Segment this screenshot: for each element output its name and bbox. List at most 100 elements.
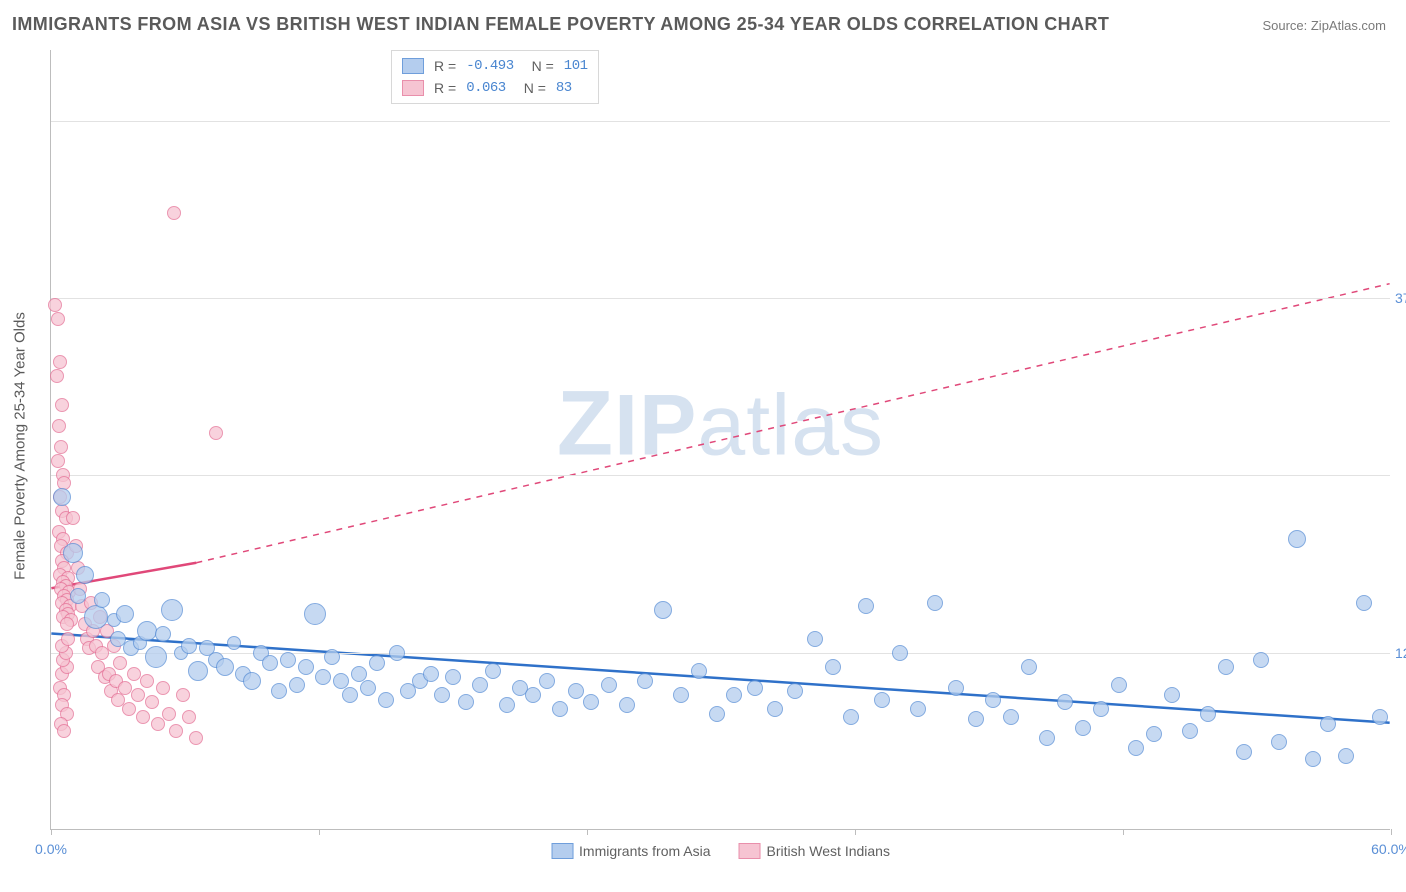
data-point — [858, 598, 874, 614]
data-point — [52, 419, 66, 433]
data-point — [48, 298, 62, 312]
data-point — [1253, 652, 1269, 668]
data-point — [289, 677, 305, 693]
data-point — [637, 673, 653, 689]
data-point — [843, 709, 859, 725]
data-point — [1057, 694, 1073, 710]
data-point — [182, 710, 196, 724]
data-point — [324, 649, 340, 665]
legend-stat-row: R = 0.063N = 83 — [402, 77, 588, 99]
r-label: R = — [434, 55, 456, 77]
data-point — [539, 673, 555, 689]
data-point — [94, 592, 110, 608]
legend-series-label: British West Indians — [767, 843, 890, 859]
data-point — [1003, 709, 1019, 725]
data-point — [50, 369, 64, 383]
data-point — [654, 601, 672, 619]
data-point — [1182, 723, 1198, 739]
data-point — [434, 687, 450, 703]
data-point — [445, 669, 461, 685]
x-tick — [1391, 829, 1392, 835]
data-point — [53, 355, 67, 369]
data-point — [118, 681, 132, 695]
data-point — [53, 488, 71, 506]
source-name: ZipAtlas.com — [1311, 18, 1386, 33]
data-point — [188, 661, 208, 681]
data-point — [145, 695, 159, 709]
x-tick-label: 60.0% — [1371, 841, 1406, 857]
data-point — [116, 605, 134, 623]
data-point — [315, 669, 331, 685]
data-point — [825, 659, 841, 675]
x-tick — [51, 829, 52, 835]
data-point — [127, 667, 141, 681]
data-point — [54, 440, 68, 454]
data-point — [181, 638, 197, 654]
data-point — [61, 632, 75, 646]
r-value: 0.063 — [466, 77, 506, 99]
data-point — [747, 680, 763, 696]
x-tick — [1123, 829, 1124, 835]
data-point — [458, 694, 474, 710]
chart-title: IMMIGRANTS FROM ASIA VS BRITISH WEST IND… — [12, 14, 1109, 35]
r-value: -0.493 — [466, 55, 513, 77]
gridline — [51, 653, 1390, 654]
data-point — [552, 701, 568, 717]
data-point — [1305, 751, 1321, 767]
data-point — [485, 663, 501, 679]
data-point — [280, 652, 296, 668]
data-point — [1164, 687, 1180, 703]
data-point — [568, 683, 584, 699]
chart-plot-area: ZIPatlas R =-0.493N =101R = 0.063N = 83 … — [50, 50, 1390, 830]
data-point — [423, 666, 439, 682]
legend-series-item: Immigrants from Asia — [551, 843, 710, 859]
data-point — [298, 659, 314, 675]
data-point — [378, 692, 394, 708]
data-point — [209, 426, 223, 440]
data-point — [1236, 744, 1252, 760]
data-point — [1146, 726, 1162, 742]
data-point — [369, 655, 385, 671]
data-point — [63, 543, 83, 563]
data-point — [619, 697, 635, 713]
data-point — [51, 312, 65, 326]
legend-series: Immigrants from Asia British West Indians — [551, 843, 890, 859]
data-point — [709, 706, 725, 722]
data-point — [189, 731, 203, 745]
data-point — [304, 603, 326, 625]
data-point — [601, 677, 617, 693]
data-point — [767, 701, 783, 717]
legend-series-label: Immigrants from Asia — [579, 843, 710, 859]
data-point — [162, 707, 176, 721]
x-tick-label: 0.0% — [35, 841, 67, 857]
data-point — [155, 626, 171, 642]
data-point — [1356, 595, 1372, 611]
data-point — [262, 655, 278, 671]
data-point — [140, 674, 154, 688]
data-point — [1338, 748, 1354, 764]
data-point — [176, 688, 190, 702]
data-point — [51, 454, 65, 468]
data-point — [1075, 720, 1091, 736]
data-point — [1111, 677, 1127, 693]
data-point — [1039, 730, 1055, 746]
y-axis-label: Female Poverty Among 25-34 Year Olds — [12, 312, 29, 580]
trend-line-extrapolated — [196, 284, 1389, 563]
data-point — [726, 687, 742, 703]
data-point — [910, 701, 926, 717]
data-point — [948, 680, 964, 696]
data-point — [161, 599, 183, 621]
data-point — [472, 677, 488, 693]
legend-swatch — [402, 80, 424, 96]
data-point — [167, 206, 181, 220]
x-tick — [319, 829, 320, 835]
legend-stat-row: R =-0.493N =101 — [402, 55, 588, 77]
legend-swatch — [551, 843, 573, 859]
data-point — [66, 511, 80, 525]
data-point — [122, 702, 136, 716]
data-point — [583, 694, 599, 710]
data-point — [145, 646, 167, 668]
data-point — [113, 656, 127, 670]
data-point — [342, 687, 358, 703]
data-point — [151, 717, 165, 731]
